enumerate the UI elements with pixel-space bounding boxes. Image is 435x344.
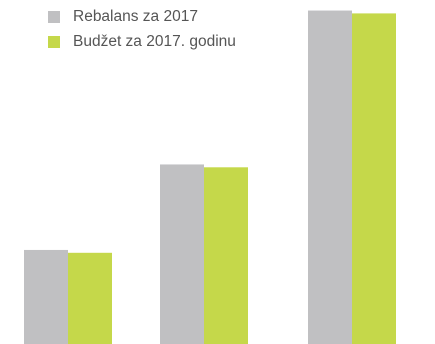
bar-series1-group0 <box>68 252 112 344</box>
legend-label-rebalans: Rebalans za 2017 <box>73 8 198 25</box>
bar-series0-group1 <box>160 164 204 344</box>
legend: Rebalans za 2017 Budžet za 2017. godinu <box>48 6 236 56</box>
legend-swatch-budzet <box>48 36 60 48</box>
legend-item-budzet: Budžet za 2017. godinu <box>48 31 236 53</box>
bar-series0-group2 <box>308 10 352 344</box>
legend-item-rebalans: Rebalans za 2017 <box>48 6 236 28</box>
bar-series0-group0 <box>24 249 68 344</box>
bar-series1-group2 <box>352 13 396 344</box>
legend-swatch-rebalans <box>48 11 60 23</box>
bar-series1-group1 <box>204 167 248 344</box>
legend-label-budzet: Budžet za 2017. godinu <box>73 33 236 50</box>
